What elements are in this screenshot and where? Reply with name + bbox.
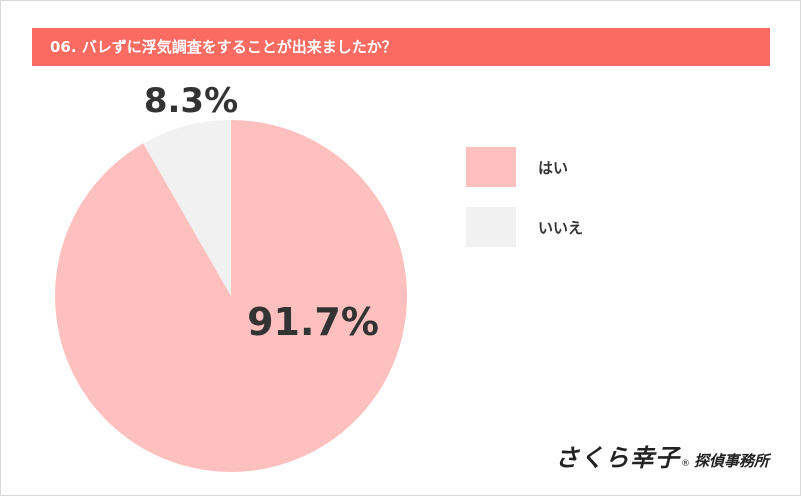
pie-slice-yes — [54, 120, 407, 472]
legend-item-yes: はい — [466, 147, 583, 187]
slice-label-yes: 91.7% — [247, 300, 379, 344]
legend-swatch-no — [466, 207, 516, 247]
legend-label-no: いいえ — [538, 218, 584, 237]
slice-label-no: 8.3% — [144, 81, 238, 121]
chart-title: 06. バレずに浮気調査をすることが出来ましたか？ — [32, 28, 770, 66]
brand-logo: さくら幸子 ® 探偵事務所 — [555, 438, 769, 473]
brand-registered-mark: ® — [680, 459, 690, 469]
legend-label-yes: はい — [538, 158, 569, 177]
brand-name: さくら幸子 — [554, 443, 680, 472]
brand-subtitle: 探偵事務所 — [693, 452, 769, 470]
legend-item-no: いいえ — [466, 207, 583, 247]
legend-swatch-yes — [466, 147, 516, 187]
legend: はい いいえ — [466, 147, 583, 267]
pie-slice-no — [143, 120, 231, 296]
